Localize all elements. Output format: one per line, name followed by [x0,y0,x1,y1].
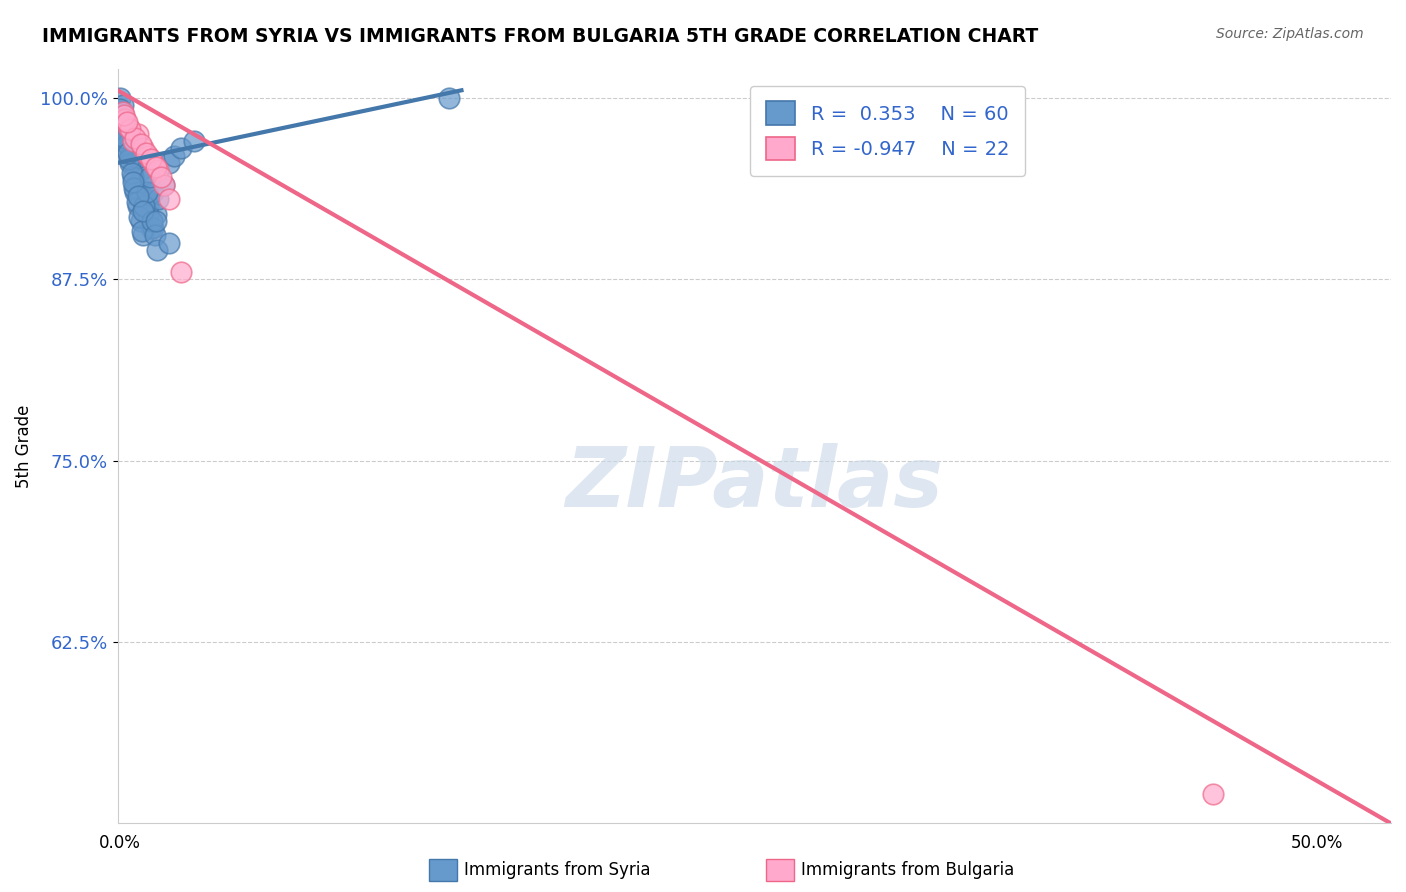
Point [135,145,157,160]
Point [145,207,167,221]
Point [114,120,136,134]
Point [122,180,145,194]
Point [157,192,180,206]
Point [112,127,135,141]
Point [136,199,159,213]
Point [122,134,145,148]
Point [112,134,135,148]
Point [146,243,169,257]
Point [132,170,155,185]
Point [132,141,155,155]
Point [120,148,142,162]
Point [183,134,205,148]
Point [111,117,134,131]
Legend: R =  0.353    N = 60, R = -0.947    N = 22: R = 0.353 N = 60, R = -0.947 N = 22 [751,86,1025,176]
Point [127,185,149,199]
Point [127,127,149,141]
Point [111,112,134,127]
Point [139,221,162,235]
Point [125,195,148,210]
Point [132,203,155,218]
Point [129,163,152,178]
Point [135,192,157,206]
Y-axis label: 5th Grade: 5th Grade [15,404,32,488]
Point [120,156,142,170]
Point [127,189,149,203]
Point [152,178,174,192]
Point [1202,788,1225,802]
Point [141,214,163,228]
Point [129,136,152,151]
Text: Immigrants from Bulgaria: Immigrants from Bulgaria [801,861,1015,879]
Text: ZIPatlas: ZIPatlas [565,443,943,524]
Point [437,90,460,104]
Point [138,170,160,185]
Point [134,199,156,213]
Point [127,199,149,213]
Point [115,120,138,134]
Point [124,131,146,145]
Point [170,265,193,279]
Point [132,228,155,243]
Point [110,102,132,116]
Point [117,120,139,134]
Point [131,224,153,238]
Point [114,131,136,145]
Point [170,141,193,155]
Point [136,207,159,221]
Point [152,178,174,192]
Point [142,221,165,235]
Point [142,185,165,199]
Point [117,127,139,141]
Point [124,185,146,199]
Point [117,134,139,148]
Point [149,170,172,185]
Point [121,166,143,180]
Text: 50.0%: 50.0% [1291,834,1343,852]
Point [122,170,145,185]
Point [111,98,134,112]
Point [148,163,170,178]
Point [118,152,141,166]
Text: 0.0%: 0.0% [98,834,141,852]
Point [120,122,142,136]
Point [117,145,139,160]
Point [112,108,135,122]
Point [129,214,152,228]
Point [110,112,132,127]
Point [110,105,132,120]
Text: IMMIGRANTS FROM SYRIA VS IMMIGRANTS FROM BULGARIA 5TH GRADE CORRELATION CHART: IMMIGRANTS FROM SYRIA VS IMMIGRANTS FROM… [42,27,1039,45]
Point [145,214,167,228]
Point [136,148,159,162]
Point [157,156,180,170]
Point [143,228,166,243]
Point [136,185,159,199]
Text: Immigrants from Syria: Immigrants from Syria [464,861,651,879]
Point [148,192,170,206]
Point [139,152,162,166]
Point [114,112,136,127]
Text: Source: ZipAtlas.com: Source: ZipAtlas.com [1216,27,1364,41]
Point [124,178,146,192]
Point [157,235,180,250]
Point [114,141,136,155]
Point [128,210,150,224]
Point [142,156,165,170]
Point [111,105,134,120]
Point [110,90,132,104]
Point [122,156,145,170]
Point [163,148,186,162]
Point [115,115,138,129]
Point [145,160,167,174]
Point [115,136,138,151]
Point [122,175,145,189]
